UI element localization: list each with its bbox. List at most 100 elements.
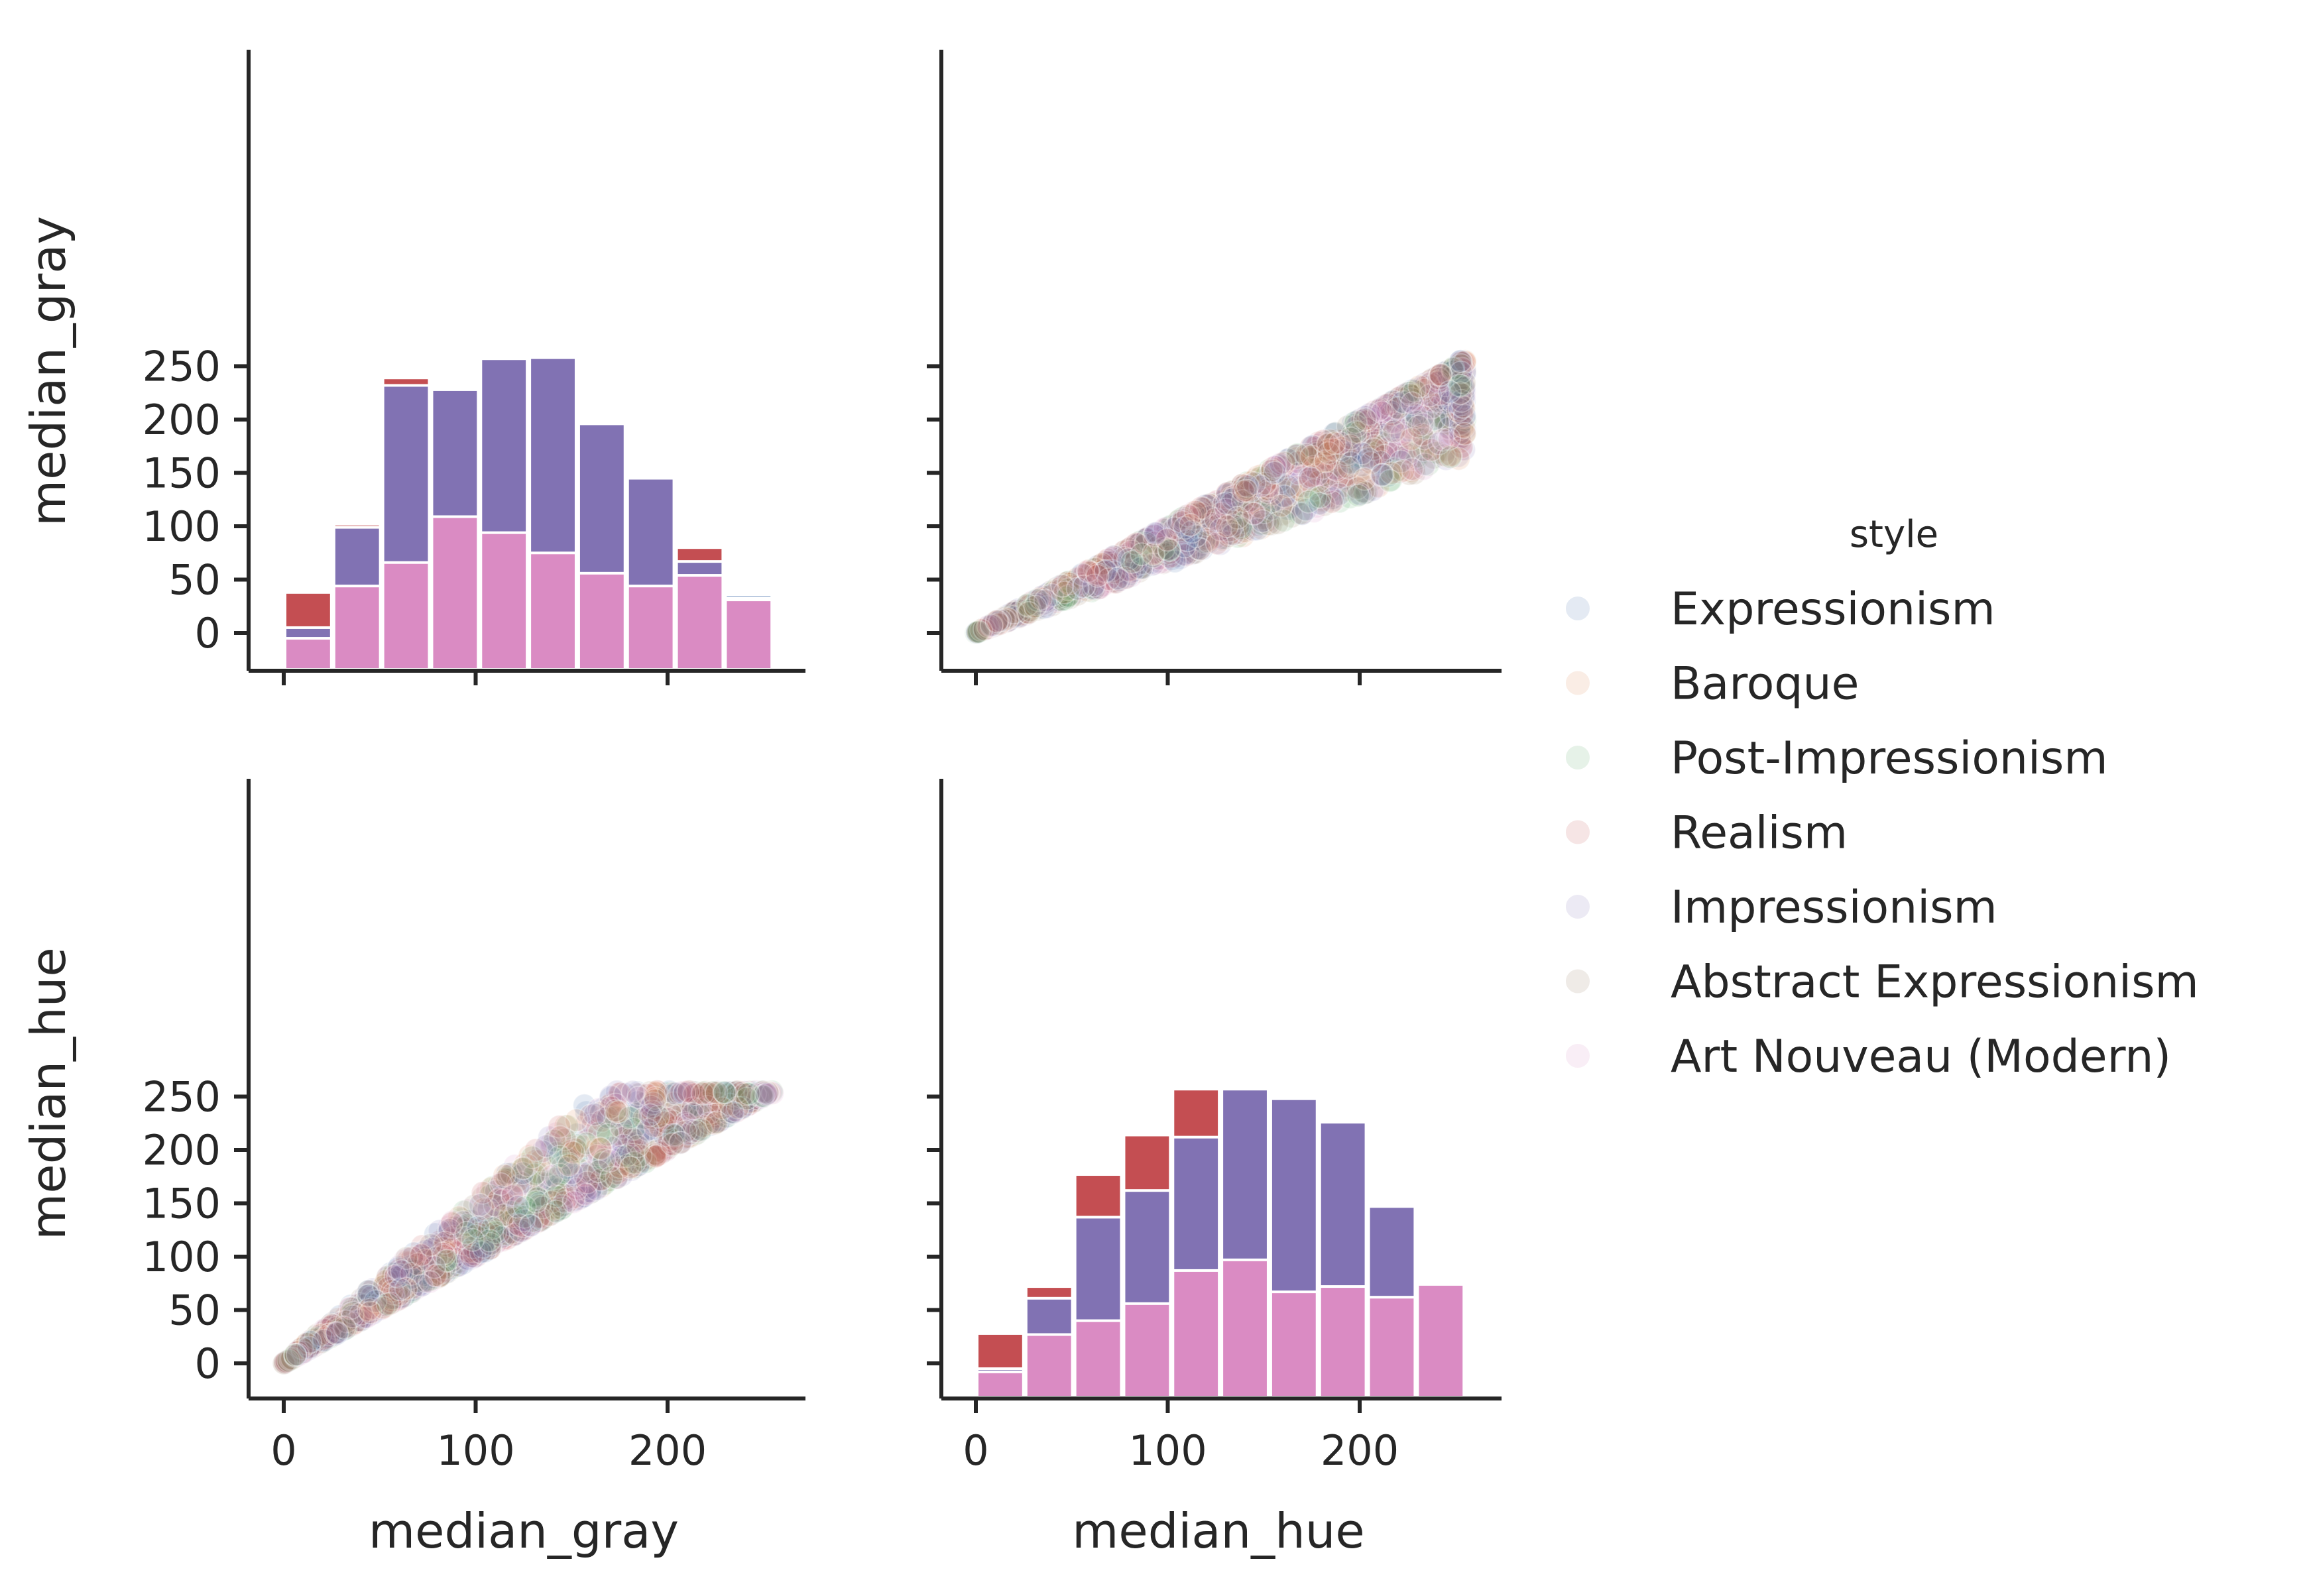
scatter-point [1400,378,1425,403]
scatter-point [1372,445,1396,469]
scatter-point [1307,443,1332,467]
scatter-point [1026,591,1051,615]
scatter-point [1407,402,1431,426]
scatter-point [1450,380,1475,404]
scatter-point [1319,460,1343,484]
scatter-point [1364,426,1388,450]
scatter-point [1260,482,1285,506]
scatter-point [1050,574,1075,598]
scatter-point [1265,466,1289,490]
scatter-point [1446,398,1470,423]
scatter-point [1137,543,1161,568]
scatter-point [1178,504,1203,529]
scatter-point [1355,406,1380,430]
scatter-point [1197,530,1221,555]
scatter-point [968,619,992,644]
scatter-point [1315,464,1339,488]
scatter-point [1155,527,1180,551]
scatter-point [1143,522,1167,547]
scatter-point [1323,431,1347,455]
scatter-point [1415,380,1440,404]
scatter-point [965,620,989,645]
scatter-point [1245,517,1270,542]
scatter-point [1056,570,1081,595]
scatter-point [1285,443,1310,468]
scatter-point [1041,579,1066,603]
scatter-point [1449,400,1474,425]
scatter-point [1232,501,1257,526]
scatter-point [1305,450,1329,475]
scatter-point [1452,415,1476,439]
y-tick-label: 100 [143,1233,221,1281]
scatter-point [1168,518,1193,543]
scatter-point [1436,363,1460,388]
scatter-point [1279,504,1304,529]
scatter-point [1396,389,1421,414]
scatter-point [1316,467,1340,492]
scatter-point [1289,479,1313,503]
scatter-point [1130,529,1155,553]
scatter-point [1309,470,1334,494]
scatter-point [1297,469,1322,494]
scatter-point [1094,549,1118,573]
scatter-point [972,617,996,642]
scatter-point [1350,473,1375,498]
scatter-point [1448,437,1473,462]
scatter-point [982,610,1007,635]
scatter-point [1024,594,1048,618]
scatter-point [1212,512,1236,537]
scatter-point [1083,563,1108,588]
scatter-point [1068,577,1093,602]
scatter-point [1372,443,1396,468]
scatter-point [1152,551,1176,575]
scatter-point [992,608,1016,632]
scatter-point [534,1134,558,1159]
scatter-point [1445,406,1469,431]
scatter-point [1146,534,1171,559]
scatter-point [1437,416,1462,440]
scatter-point [1391,392,1415,416]
scatter-point [1371,407,1395,431]
scatter-point [1220,479,1245,504]
scatter-point [1347,420,1372,445]
scatter-point [1016,600,1040,624]
hist-bar [1269,1290,1319,1398]
scatter-point [1234,492,1258,516]
scatter-point [1308,481,1332,506]
scatter-point [1376,392,1400,417]
scatter-point [1299,435,1323,459]
scatter-point [975,615,999,640]
scatter-point [1134,527,1158,551]
scatter-point [1083,557,1108,581]
scatter-point [1080,566,1104,591]
scatter-point [1323,453,1348,477]
scatter-point [1452,357,1476,381]
scatter-point [1187,537,1212,561]
scatter-point [1307,441,1331,466]
scatter-point [1171,528,1196,552]
scatter-point [1448,350,1473,374]
y-tick-label: 0 [195,609,221,657]
scatter-point [1130,551,1155,575]
scatter-point [1127,531,1152,555]
scatter-point [1129,557,1153,581]
scatter-point [1107,545,1132,570]
scatter-point [721,1100,745,1125]
scatter-point [1329,435,1354,460]
scatter-point [1400,391,1425,416]
scatter-point [1262,455,1287,479]
scatter-point [1238,504,1262,528]
y-tick-label: 200 [143,396,221,444]
scatter-point [1355,409,1380,433]
scatter-point [1418,372,1443,396]
scatter-point [1341,447,1366,472]
scatter-point [1255,469,1279,493]
scatter-point [1118,548,1142,573]
scatter-point [1179,502,1204,526]
scatter-point [1127,559,1152,584]
scatter-point [1321,486,1345,510]
scatter-point [1077,577,1101,601]
scatter-point [1331,442,1356,467]
scatter-point [1448,365,1473,390]
scatter-point [1222,498,1246,523]
